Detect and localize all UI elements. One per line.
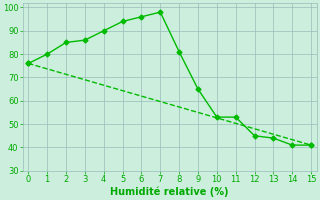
X-axis label: Humidité relative (%): Humidité relative (%) bbox=[110, 187, 229, 197]
